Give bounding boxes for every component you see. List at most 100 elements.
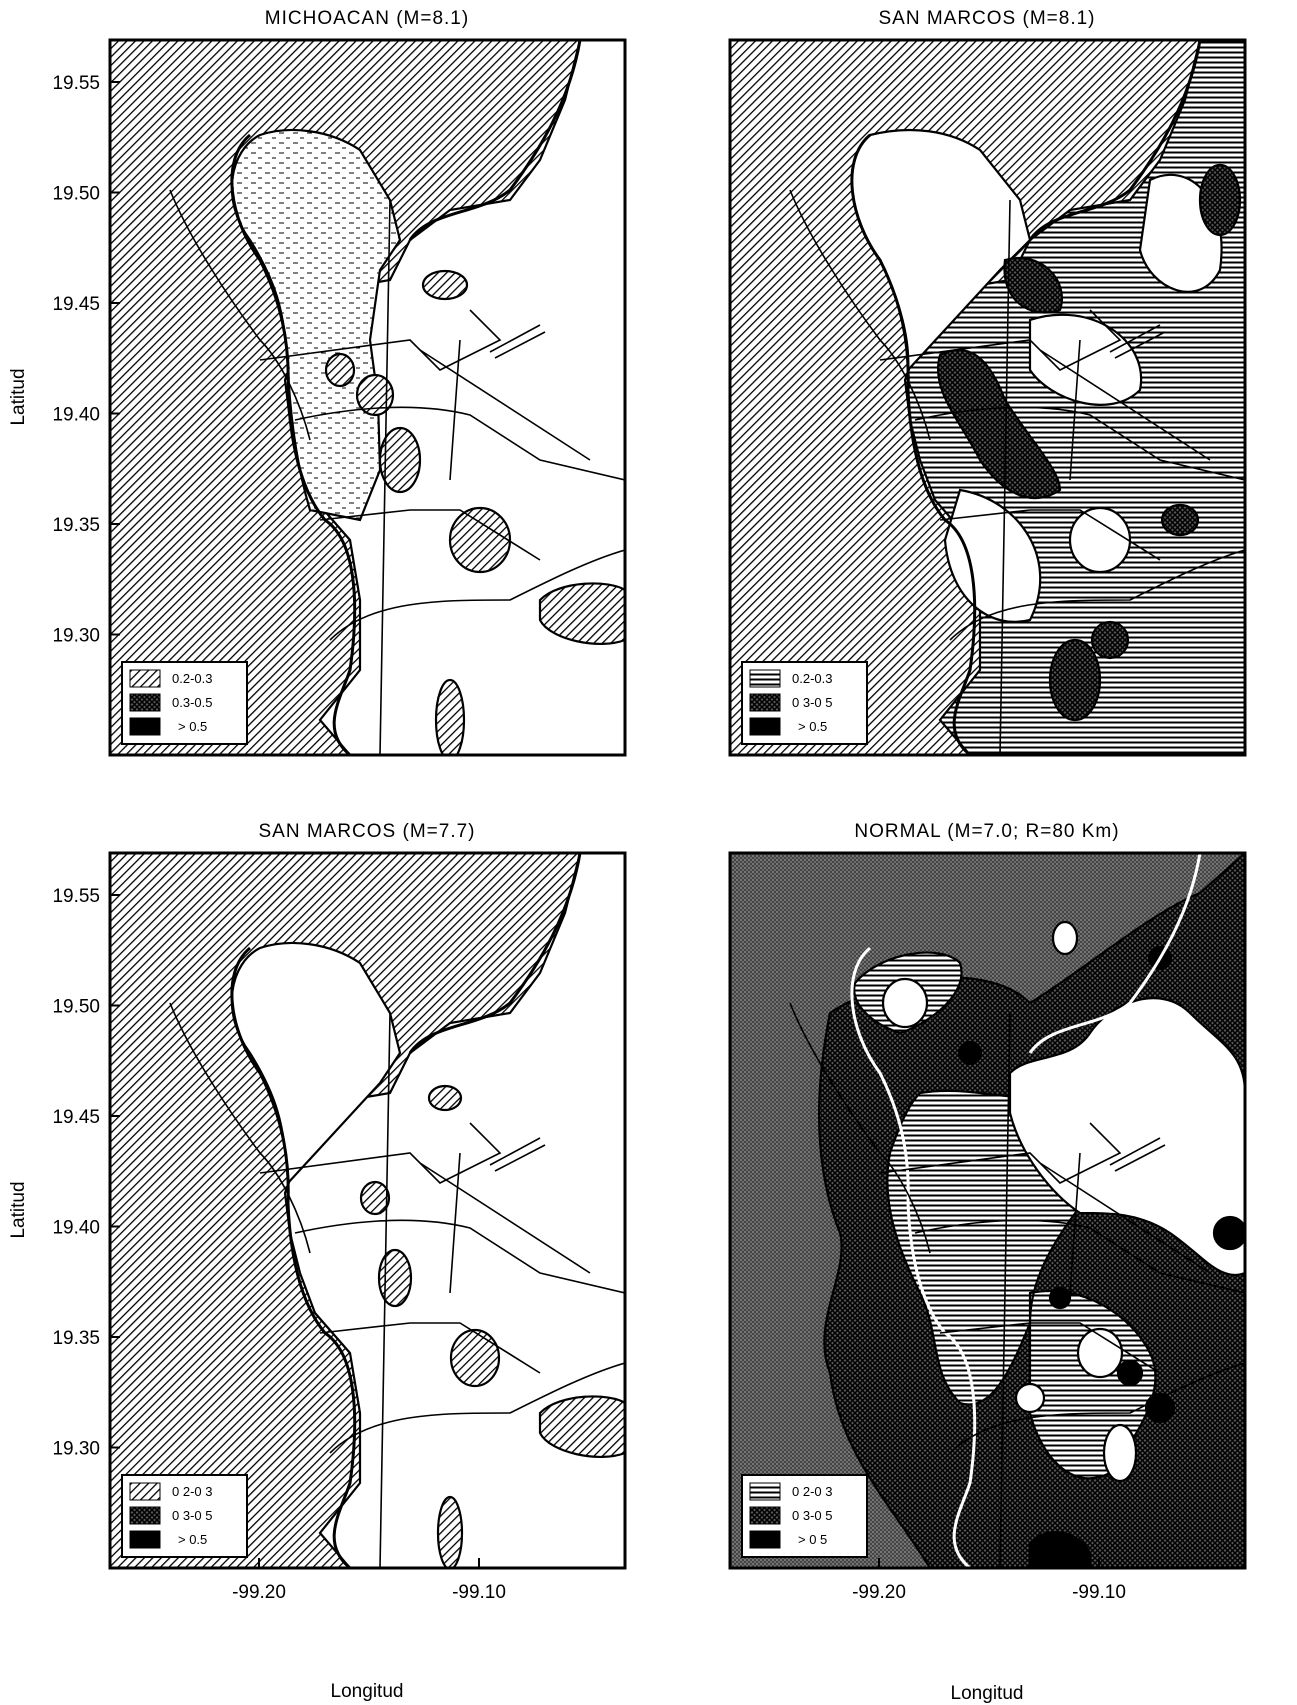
road-line [169, 1002, 625, 1568]
y-tick-label: 19.35 [52, 515, 100, 536]
x-tick-group: -99.20 -99.10 [852, 1558, 1126, 1603]
x-axis-bottom-left: -99.20 -99.10 [232, 1558, 506, 1603]
zone-patch [421, 269, 469, 301]
panel-title: MICHOACAN (M=8.1) [265, 8, 469, 29]
panel-title: SAN MARCOS (M=8.1) [878, 8, 1095, 29]
zone-patch [378, 426, 422, 494]
y-tick-label: 19.40 [52, 405, 100, 426]
legend-label: > 0.5 [178, 1532, 207, 1547]
zone-strong [1160, 503, 1200, 537]
zone-unshaded [881, 977, 929, 1029]
zone-patch [355, 373, 395, 417]
map-area [730, 853, 1245, 1568]
zone-severe [1212, 1215, 1245, 1251]
road-line [489, 1137, 546, 1172]
zone-strong [937, 349, 1062, 500]
panel-san-marcos-81: SAN MARCOS (M=8.1) 0.2-0.3 0 [728, 8, 1247, 757]
zone-strong [1090, 620, 1130, 660]
road-line [789, 1002, 1245, 1568]
legend-label: 0.3-0.5 [172, 695, 212, 710]
map-area [110, 853, 625, 1568]
x-axis-label: Longitud [951, 1683, 1024, 1704]
zone-patch [324, 352, 356, 388]
y-tick-label: 19.35 [52, 1328, 100, 1349]
x-tick-group: -99.20 -99.10 [232, 1558, 506, 1603]
legend-label: > 0.5 [178, 719, 207, 734]
x-axis-bottom-right: -99.20 -99.10 [852, 1558, 1126, 1603]
zone-severe [1048, 1286, 1072, 1310]
zone-unshaded [1014, 1382, 1046, 1414]
boundary-line [230, 40, 582, 755]
panel-michoacan-81: MICHOACAN (M=8.1) 0.2-0.3 0.3-0.5 > [108, 8, 627, 757]
x-axis-label: Longitud [331, 1681, 404, 1702]
zone-patch [448, 506, 512, 574]
legend-label: 0 2-0 3 [172, 1484, 212, 1499]
y-tick-label: 19.55 [52, 886, 100, 907]
zone-unshaded [1051, 920, 1079, 956]
zone-unshaded [1008, 997, 1245, 1276]
legend-label: > 0.5 [798, 719, 827, 734]
legend: 0 2-0 3 0 3-0 5 > 0.5 [121, 1474, 248, 1558]
map-frame [728, 851, 1247, 1570]
map-frame [108, 38, 627, 757]
x-tick-label: -99.20 [852, 1582, 906, 1603]
zone-patch [427, 1084, 463, 1112]
legend-label: 0 3-0 5 [172, 1508, 212, 1523]
y-tick-label: 19.30 [52, 1439, 100, 1460]
map-frame [108, 851, 627, 1570]
road-line [169, 189, 625, 755]
legend-label: 0 2-0 3 [792, 1484, 832, 1499]
zone-patch [377, 1248, 413, 1308]
boundary-line [850, 853, 1202, 1568]
y-axis-bottom-left: 19.55 19.50 19.45 19.40 19.35 19.30 [52, 886, 120, 1460]
legend-label: > 0 5 [798, 1532, 827, 1547]
y-tick-label: 19.55 [52, 73, 100, 94]
legend: 0.2-0.3 0.3-0.5 > 0.5 [121, 661, 248, 745]
y-tick-label: 19.45 [52, 1107, 100, 1128]
road-line [789, 189, 1245, 755]
y-tick-label: 19.50 [52, 997, 100, 1018]
zone-unshaded [1068, 506, 1132, 574]
zone-strong [1048, 638, 1102, 722]
panel-title: SAN MARCOS (M=7.7) [258, 821, 475, 842]
zone-patch [449, 1328, 501, 1388]
boundary-line [230, 853, 582, 1568]
map-frame [728, 38, 1247, 757]
legend-label: 0 3-0 5 [792, 695, 832, 710]
y-tick-label: 19.40 [52, 1218, 100, 1239]
zone-severe [957, 1040, 983, 1066]
x-tick-label: -99.10 [1072, 1582, 1126, 1603]
y-axis-label: Latitud [8, 368, 29, 425]
legend-label: 0 3-0 5 [792, 1508, 832, 1523]
road-line [1109, 1137, 1166, 1172]
zone-severe [1028, 1531, 1092, 1568]
boundary-line [850, 40, 1202, 755]
zone-unshaded [943, 488, 1042, 623]
y-tick-label: 19.45 [52, 294, 100, 315]
road-line [1109, 324, 1166, 359]
x-tick-label: -99.20 [232, 1582, 286, 1603]
panel-title: NORMAL (M=7.0; R=80 Km) [854, 821, 1119, 842]
legend: 0 2-0 3 0 3-0 5 > 0 5 [741, 1474, 868, 1558]
panel-normal-70: NORMAL (M=7.0; R=80 Km) [728, 821, 1247, 1570]
map-area [110, 40, 625, 755]
y-axis-label: Latitud [8, 1181, 29, 1238]
zone-strong [1198, 163, 1242, 237]
map-area [730, 40, 1245, 755]
legend: 0.2-0.3 0 3-0 5 > 0.5 [741, 661, 868, 745]
zone-patch [434, 678, 466, 755]
y-axis-top-left: 19.55 19.50 19.45 19.40 19.35 19.30 [52, 73, 120, 647]
zone-strong [1003, 257, 1063, 314]
y-tick-label: 19.50 [52, 184, 100, 205]
zone-patch [359, 1180, 391, 1216]
x-tick-label: -99.10 [452, 1582, 506, 1603]
zone-unshaded [1028, 313, 1143, 406]
panel-san-marcos-77: SAN MARCOS (M=7.7) 0 2-0 3 0 3-0 5 > 0.5 [108, 821, 627, 1570]
road-line [489, 324, 546, 359]
zone-unshaded [1076, 1327, 1124, 1379]
zone-severe [1116, 1359, 1144, 1387]
y-tick-label: 19.30 [52, 626, 100, 647]
zone-unshaded [1102, 1423, 1138, 1483]
y-tick-group: 19.55 19.50 19.45 19.40 19.35 19.30 [52, 886, 120, 1460]
